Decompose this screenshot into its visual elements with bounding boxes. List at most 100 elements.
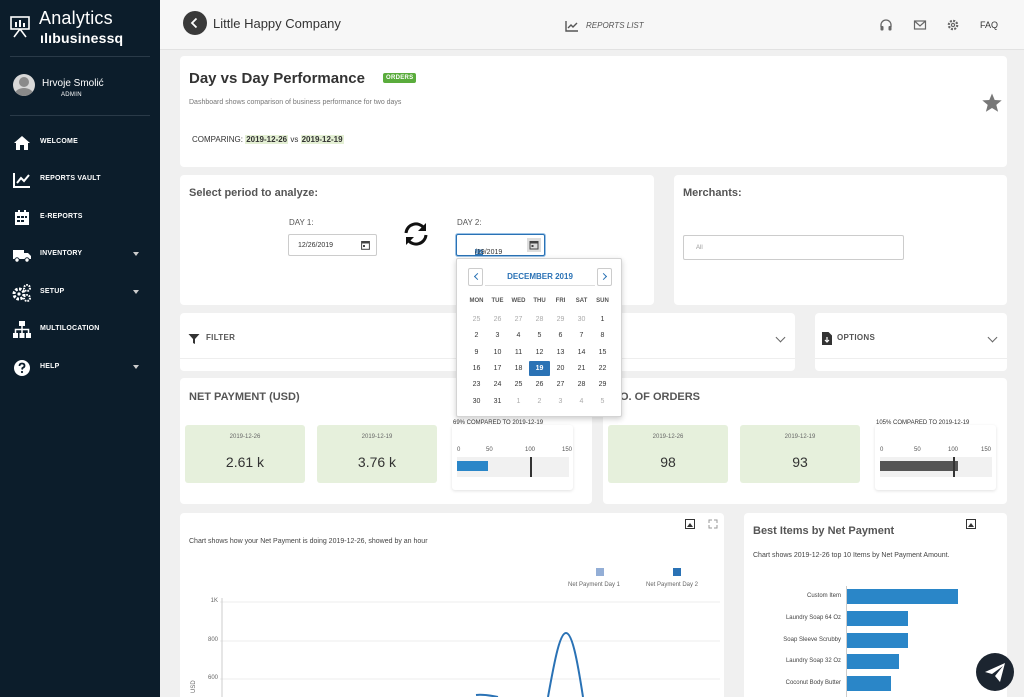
calendar-day[interactable]: 9 — [474, 348, 479, 356]
swap-dates-icon[interactable] — [401, 220, 431, 248]
bar[interactable] — [847, 654, 900, 670]
y-tick-label: 800 — [207, 637, 218, 643]
calendar-month-title[interactable]: DECEMBER 2019 — [485, 268, 595, 286]
bar[interactable] — [847, 610, 909, 626]
sidebar-item-label: INVENTORY — [40, 250, 83, 257]
calendar-day[interactable]: 23 — [472, 381, 481, 389]
legend-swatch-day2 — [673, 568, 681, 576]
sidebar-item-e-reports[interactable]: E-REPORTS — [0, 203, 160, 233]
calendar-day[interactable]: 11 — [514, 348, 523, 356]
mail-icon[interactable] — [913, 18, 927, 32]
options-panel[interactable]: OPTIONS — [815, 313, 1007, 371]
kpi-value: 93 — [792, 454, 808, 470]
sidebar-item-welcome[interactable]: WELCOME — [0, 128, 160, 158]
datepicker-popup: DECEMBER 2019 MON TUE WED THU FRI SAT SUN 25 26 2… — [456, 258, 622, 417]
chevron-down-icon[interactable] — [987, 332, 998, 343]
calendar-day[interactable]: 25 — [472, 316, 481, 323]
calendar-day[interactable]: 4 — [579, 397, 584, 405]
sidebar-item-multilocation[interactable]: MULTILOCATION — [0, 315, 160, 345]
kpi-value: 3.76 k — [357, 454, 397, 470]
star-icon[interactable] — [981, 92, 1003, 114]
headphones-icon[interactable] — [879, 18, 893, 32]
back-button[interactable] — [183, 11, 207, 35]
calendar-day[interactable]: 24 — [493, 381, 502, 389]
calendar-day[interactable]: 7 — [579, 332, 584, 340]
calendar-weekday-header: FRI — [555, 298, 566, 304]
chevron-down-icon[interactable] — [775, 332, 786, 343]
calendar-day[interactable]: 8 — [600, 332, 605, 340]
bar[interactable] — [847, 589, 958, 604]
day1-date-input[interactable]: 12/26/2019 — [288, 234, 377, 256]
calendar-day[interactable]: 14 — [577, 348, 586, 356]
calendar-day[interactable]: 28 — [577, 381, 586, 389]
calendar-day[interactable]: 3 — [558, 397, 563, 405]
best-items-description: Chart shows 2019-12-26 top 10 Items by N… — [753, 552, 950, 559]
bar[interactable] — [847, 632, 909, 648]
calendar-day[interactable]: 13 — [556, 348, 565, 356]
prev-month-button[interactable] — [468, 268, 483, 286]
telegram-chat-button[interactable] — [976, 653, 1014, 691]
sidebar-item-inventory[interactable]: INVENTORY — [0, 240, 160, 270]
sidebar-item-help[interactable]: HELP — [0, 353, 160, 383]
user-profile[interactable]: Hrvoje Smolić ADMIN — [13, 74, 153, 104]
options-label: OPTIONS — [837, 333, 876, 342]
bullet-title: 69% COMPARED TO 2019-12-19 — [453, 420, 544, 426]
calendar-day[interactable]: 29 — [556, 316, 565, 323]
filter-label: FILTER — [206, 333, 236, 342]
image-export-icon[interactable] — [966, 519, 976, 529]
calendar-day[interactable]: 28 — [535, 316, 544, 323]
y-axis-label: USD — [191, 680, 197, 693]
sidebar-item-reports-vault[interactable]: REPORTS VAULT — [0, 165, 160, 195]
maximize-icon[interactable] — [708, 519, 718, 529]
calendar-day[interactable]: 21 — [577, 364, 586, 372]
calendar-icon[interactable] — [527, 238, 541, 252]
page-description: Dashboard shows comparison of business p… — [189, 99, 402, 106]
day2-date-input[interactable]: 12/19/2019 — [456, 234, 545, 256]
calendar-day[interactable]: 17 — [493, 364, 502, 372]
merchants-select[interactable]: All — [683, 235, 904, 260]
legend-label-day1[interactable]: Net Payment Day 1 — [568, 582, 621, 588]
calendar-day[interactable]: 22 — [598, 364, 607, 372]
calendar-day[interactable]: 6 — [558, 332, 563, 340]
bar[interactable] — [847, 676, 892, 692]
calendar-day[interactable]: 5 — [600, 397, 605, 405]
image-export-icon[interactable] — [685, 519, 695, 529]
filter-icon — [188, 334, 200, 344]
calendar-day-selected[interactable]: 19 — [529, 360, 550, 376]
calendar-day[interactable]: 27 — [556, 381, 565, 389]
chevron-right-icon — [599, 272, 608, 281]
kpi-date: 2019-12-19 — [784, 434, 816, 440]
calendar-icon[interactable] — [361, 240, 370, 250]
calendar-day[interactable]: 2 — [537, 397, 542, 405]
legend-label-day2[interactable]: Net Payment Day 2 — [646, 582, 699, 588]
calendar-day[interactable]: 25 — [514, 381, 523, 389]
brand-logo[interactable]: Analytics ılıbusinessq — [10, 8, 150, 48]
gear-icon[interactable] — [946, 18, 960, 32]
calendar-day[interactable]: 3 — [495, 332, 500, 340]
calendar-day[interactable]: 26 — [493, 316, 502, 323]
calendar-day[interactable]: 1 — [516, 397, 521, 405]
page-title: Day vs Day Performance — [189, 70, 365, 87]
calendar-day[interactable]: 26 — [535, 381, 544, 389]
next-month-button[interactable] — [597, 268, 612, 286]
faq-link[interactable]: FAQ — [980, 20, 999, 30]
calendar-day[interactable]: 4 — [516, 332, 521, 340]
calendar-day[interactable]: 12 — [535, 348, 544, 356]
calendar-day[interactable]: 10 — [493, 348, 502, 356]
calendar-day[interactable]: 18 — [514, 364, 523, 372]
calendar-day[interactable]: 15 — [598, 348, 607, 356]
calendar-day[interactable]: 2 — [474, 332, 479, 340]
chevron-down-icon — [133, 290, 139, 294]
hourly-net-payment-card: Chart shows how your Net Payment is doin… — [180, 513, 724, 697]
calendar-day[interactable]: 27 — [514, 316, 523, 323]
calendar-day[interactable]: 20 — [556, 364, 565, 372]
sidebar-item-setup[interactable]: SETUP — [0, 278, 160, 308]
calendar-day[interactable]: 31 — [493, 397, 502, 405]
calendar-day[interactable]: 5 — [537, 332, 542, 340]
bullet-tick: 100 — [948, 447, 959, 453]
calendar-day[interactable]: 30 — [472, 397, 481, 405]
calendar-day[interactable]: 1 — [600, 316, 605, 323]
calendar-day[interactable]: 30 — [577, 316, 586, 323]
calendar-day[interactable]: 29 — [598, 381, 607, 389]
calendar-day[interactable]: 16 — [472, 364, 481, 372]
